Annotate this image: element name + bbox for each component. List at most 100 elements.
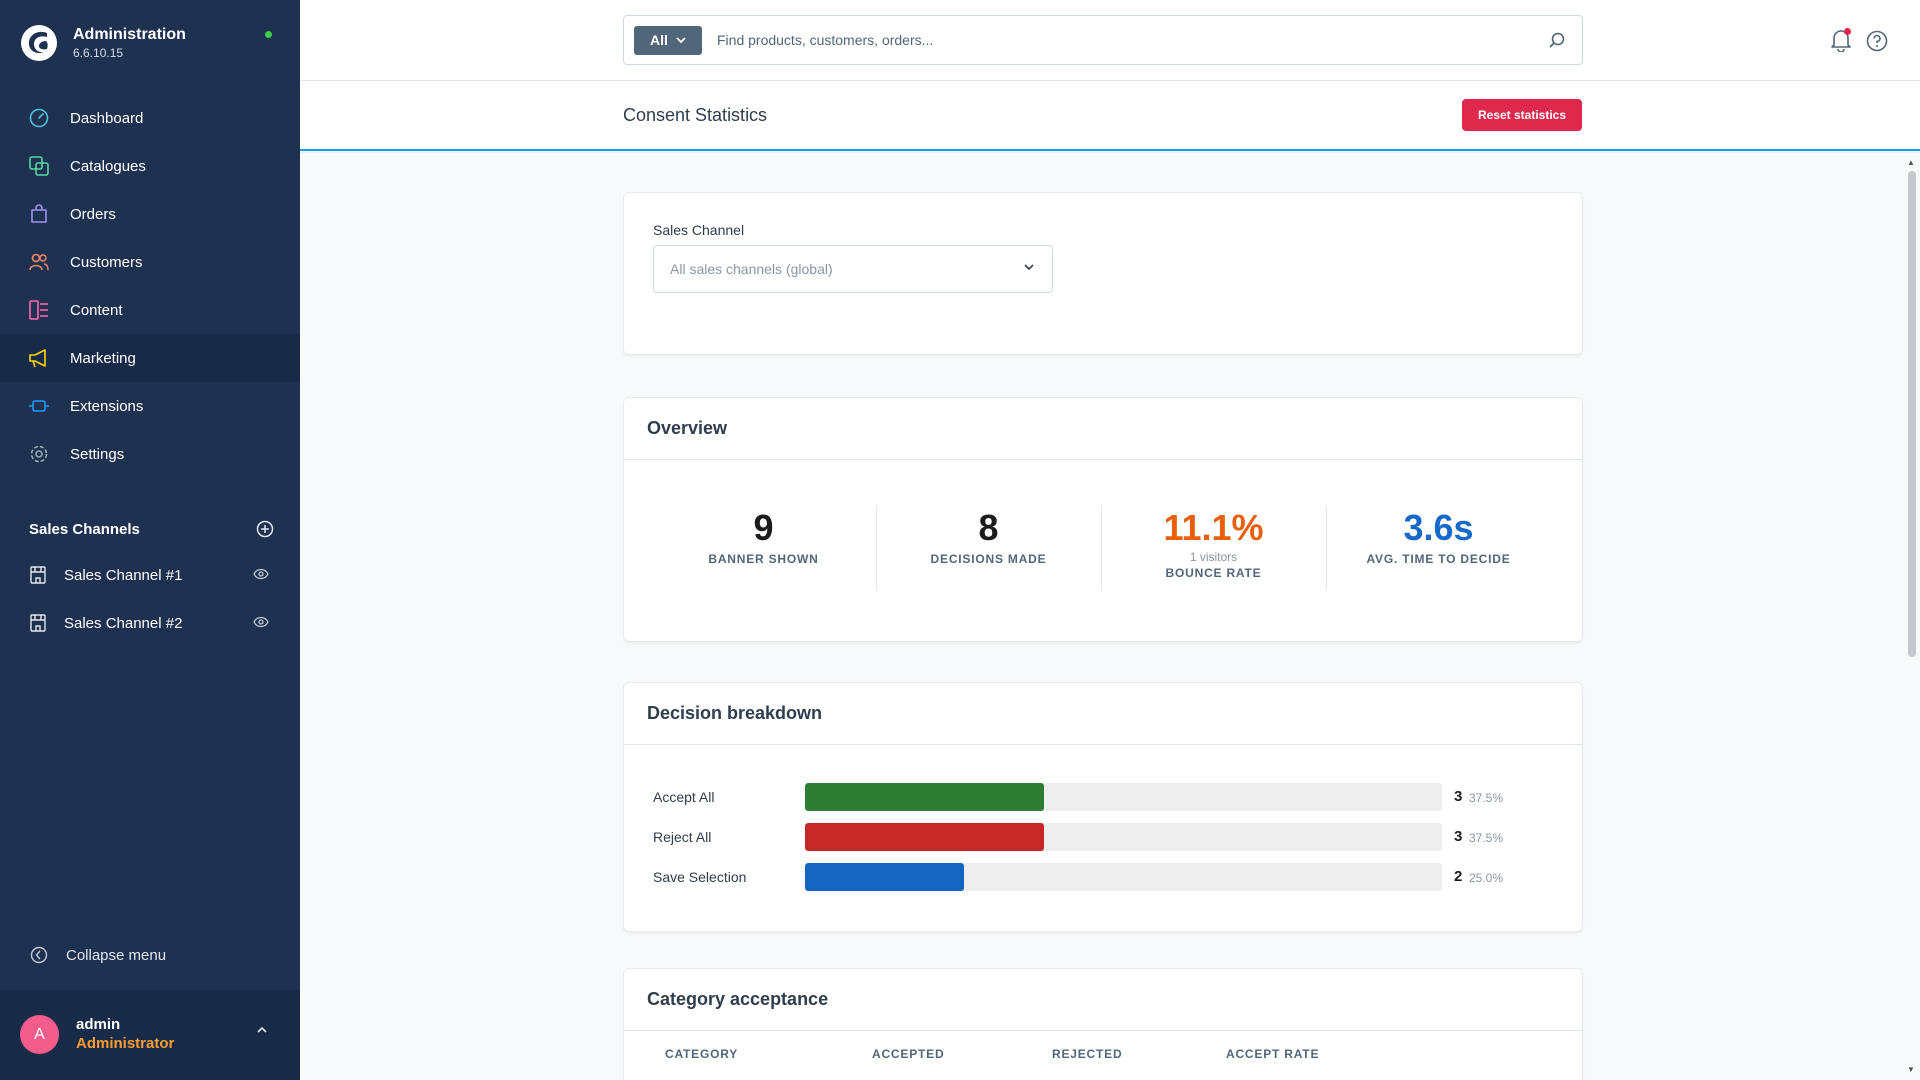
eye-icon[interactable] [253, 616, 269, 628]
decision-count: 2 [1454, 868, 1463, 885]
avatar: A [20, 1015, 59, 1054]
help-icon [1866, 30, 1888, 52]
nav-label: Settings [70, 445, 125, 463]
column-header-accept-rate[interactable]: ACCEPT RATE [1226, 1047, 1320, 1061]
column-header-rejected[interactable]: REJECTED [1052, 1047, 1123, 1061]
search-type-label: All [650, 32, 668, 48]
decision-breakdown-title: Decision breakdown [624, 683, 1582, 745]
reset-statistics-button[interactable]: Reset statistics [1462, 99, 1582, 131]
decision-bar-fill [805, 823, 1044, 851]
stat-divider [1101, 506, 1102, 590]
notification-badge [1844, 28, 1851, 35]
stat-sub: 1 visitors [1189, 550, 1238, 564]
stat-divider [1326, 506, 1327, 590]
stat-label: AVG. TIME TO DECIDE [1366, 552, 1511, 566]
add-sales-channel-icon[interactable] [256, 520, 274, 538]
chevron-left-circle-icon [30, 946, 48, 964]
overview-title: Overview [624, 398, 1582, 460]
search-icon[interactable] [1548, 31, 1566, 49]
nav-item-dashboard[interactable]: Dashboard [0, 94, 300, 142]
overview-card: Overview 9 BANNER SHOWN 8 DECISIONS MADE… [623, 397, 1583, 642]
decision-bar-fill [805, 863, 965, 891]
decision-bar-track [805, 783, 1442, 811]
sidebar: Administration 6.6.10.15 Dashboard Catal… [0, 0, 300, 1080]
sales-channel-item[interactable]: Sales Channel #2 [0, 599, 300, 647]
stat-value: 9 [753, 507, 774, 548]
nav-item-customers[interactable]: Customers [0, 238, 300, 286]
decision-count: 3 [1454, 828, 1463, 845]
stat-label: DECISIONS MADE [930, 552, 1047, 566]
stat-banner-shown: 9 BANNER SHOWN [651, 506, 876, 591]
sales-channel-filter-card: Sales Channel All sales channels (global… [623, 192, 1583, 355]
search-input[interactable] [717, 32, 1517, 48]
stat-divider [876, 506, 877, 590]
chevron-down-icon [676, 36, 686, 43]
category-acceptance-card: Category acceptance CATEGORY ACCEPTED RE… [623, 968, 1583, 1080]
collapse-menu-button[interactable]: Collapse menu [30, 946, 166, 964]
scroll-down-arrow-icon[interactable]: ▼ [1907, 1065, 1915, 1074]
sales-channel-label: Sales Channel #2 [64, 614, 183, 632]
brand[interactable]: Administration 6.6.10.15 [20, 20, 186, 66]
decision-row-accept-all: Accept All 3 37.5% [653, 783, 1553, 811]
nav-item-settings[interactable]: Settings [0, 430, 300, 478]
page-title: Consent Statistics [623, 105, 768, 125]
decision-bar-track [805, 823, 1442, 851]
stat-label: BOUNCE RATE [1165, 566, 1262, 580]
orders-icon [28, 203, 50, 225]
column-header-accepted[interactable]: ACCEPTED [872, 1047, 945, 1061]
sales-channels-title: Sales Channels [29, 520, 140, 538]
sales-channel-select[interactable]: All sales channels (global) [653, 245, 1053, 293]
scrollbar-thumb[interactable] [1908, 171, 1916, 657]
scroll-up-arrow-icon[interactable]: ▲ [1907, 158, 1915, 167]
customers-icon [28, 251, 50, 273]
scrollbar[interactable]: ▲ ▼ [1904, 153, 1918, 1080]
nav-item-content[interactable]: Content [0, 286, 300, 334]
stat-avg-time: 3.6s AVG. TIME TO DECIDE [1326, 506, 1551, 591]
chevron-up-icon[interactable] [256, 1026, 268, 1034]
decision-row-save-selection: Save Selection 2 25.0% [653, 863, 1553, 891]
sales-channel-item[interactable]: Sales Channel #1 [0, 551, 300, 599]
nav-item-marketing[interactable]: Marketing [0, 334, 300, 382]
nav-item-extensions[interactable]: Extensions [0, 382, 300, 430]
nav-label: Customers [70, 253, 143, 271]
decision-percent: 25.0% [1469, 871, 1504, 885]
settings-icon [28, 443, 50, 465]
nav-label: Marketing [70, 349, 136, 367]
sales-channel-label: Sales Channel #1 [64, 566, 183, 584]
stat-value: 8 [978, 507, 999, 548]
sales-channel-list: Sales Channel #1 Sales Channel #2 [0, 551, 300, 647]
nav-label: Catalogues [70, 157, 146, 175]
sales-channels-header: Sales Channels [29, 520, 274, 538]
nav-label: Extensions [70, 397, 144, 415]
eye-icon[interactable] [253, 568, 269, 580]
notifications-button[interactable] [1830, 28, 1852, 57]
overview-stats: 9 BANNER SHOWN 8 DECISIONS MADE 11.1% 1 … [624, 460, 1584, 643]
brand-title: Administration [73, 26, 186, 43]
stat-value: 11.1% [1163, 507, 1264, 548]
nav-label: Orders [70, 205, 116, 223]
user-name: admin [76, 1016, 121, 1033]
decision-bar-fill [805, 783, 1044, 811]
nav-item-orders[interactable]: Orders [0, 190, 300, 238]
decision-percent: 37.5% [1469, 791, 1504, 805]
nav-item-catalogues[interactable]: Catalogues [0, 142, 300, 190]
search-type-dropdown[interactable]: All [634, 25, 702, 55]
nav-label: Content [70, 301, 123, 319]
collapse-menu-label: Collapse menu [66, 946, 167, 964]
sales-channel-field-label: Sales Channel [653, 222, 745, 238]
decision-breakdown-card: Decision breakdown Accept All 3 37.5% Re… [623, 682, 1583, 932]
stat-bounce-rate: 11.1% 1 visitors BOUNCE RATE [1101, 506, 1326, 591]
column-header-category[interactable]: CATEGORY [665, 1047, 739, 1061]
smart-bar: Consent Statistics Reset statistics [300, 81, 1920, 151]
megaphone-icon [28, 347, 50, 369]
decision-label: Accept All [653, 789, 715, 805]
decision-percent: 37.5% [1469, 831, 1504, 845]
help-button[interactable] [1866, 30, 1888, 57]
dashboard-icon [28, 107, 50, 129]
catalogue-icon [28, 155, 50, 177]
chevron-down-icon [1024, 264, 1034, 271]
user-menu[interactable]: A admin Administrator [0, 990, 300, 1080]
brand-version: 6.6.10.15 [73, 46, 124, 60]
decision-count: 3 [1454, 788, 1463, 805]
stat-label: BANNER SHOWN [708, 552, 819, 566]
